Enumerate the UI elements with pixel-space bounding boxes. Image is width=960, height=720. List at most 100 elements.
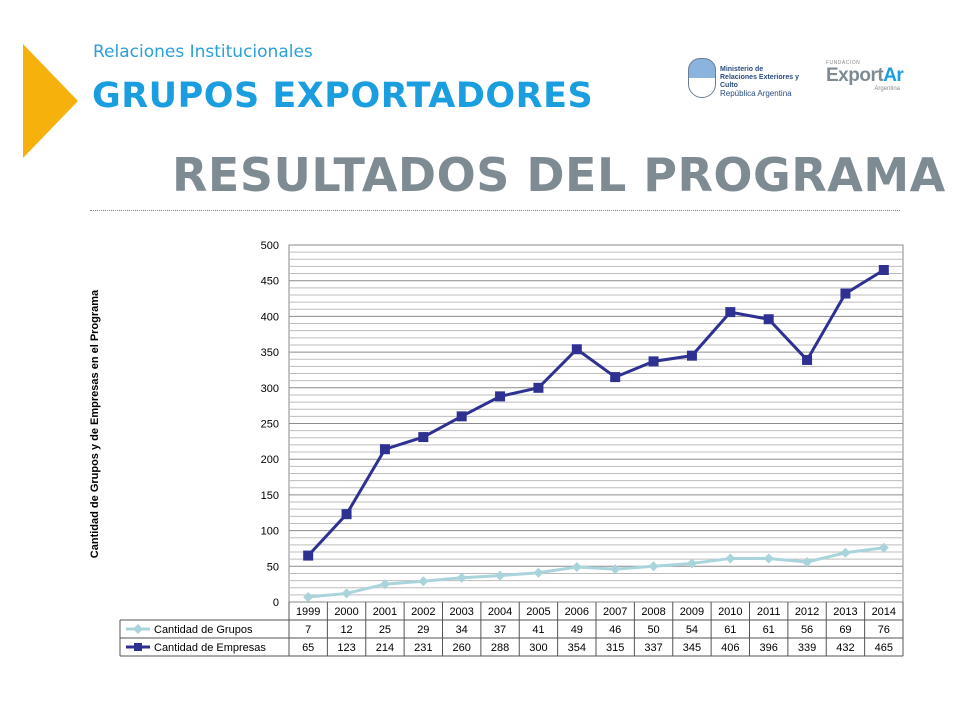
x-tick-label: 2008: [641, 606, 665, 618]
exportar-name-part2: Ar: [883, 65, 904, 86]
table-value: 76: [878, 624, 890, 636]
series-line: [307, 268, 885, 557]
section-subtitle: Relaciones Institucionales: [93, 42, 313, 62]
y-tick-label: 500: [261, 240, 279, 252]
slide-title: RESULTADOS DEL PROGRAMA: [172, 148, 946, 202]
data-point: [686, 558, 697, 569]
x-tick-label: 2011: [757, 606, 781, 618]
table-value: 123: [337, 642, 355, 654]
x-tick-label: 2005: [526, 606, 550, 618]
data-point: [341, 588, 352, 599]
table-value: 69: [839, 624, 851, 636]
x-tick-label: 2003: [449, 606, 473, 618]
coat-of-arms-icon: [688, 58, 716, 98]
data-point: [610, 564, 621, 575]
data-point: [648, 356, 659, 367]
data-point: [878, 542, 889, 553]
table-value: 49: [571, 624, 583, 636]
data-point: [456, 572, 467, 583]
title-divider: [90, 210, 900, 211]
table-value: 231: [414, 642, 432, 654]
ministry-line-2: Relaciones Exteriores y Culto: [720, 74, 799, 89]
data-point: [878, 264, 889, 275]
table-value: 345: [683, 642, 701, 654]
data-point: [802, 557, 813, 568]
x-tick-label: 2012: [795, 606, 819, 618]
table-value: 396: [760, 642, 778, 654]
exportar-country: Argentina: [874, 86, 900, 92]
legend-marker: [133, 624, 143, 634]
x-tick-label: 2002: [411, 606, 435, 618]
table-value: 339: [798, 642, 816, 654]
table-value: 41: [532, 624, 544, 636]
table-value: 61: [724, 624, 736, 636]
table-value: 7: [305, 624, 311, 636]
data-point: [571, 562, 582, 573]
y-tick-label: 400: [261, 311, 279, 323]
data-point: [725, 553, 736, 564]
table-value: 288: [491, 642, 509, 654]
series-line: [308, 546, 885, 599]
x-tick-label: 1999: [296, 606, 320, 618]
y-tick-label: 350: [261, 347, 279, 359]
data-point: [610, 372, 621, 383]
series-name: Cantidad de Grupos: [154, 624, 253, 636]
y-tick-label: 50: [267, 561, 279, 573]
exportar-small-label: FUNDACION: [826, 60, 861, 66]
series-name: Cantidad de Empresas: [154, 642, 266, 654]
data-point: [533, 382, 544, 393]
data-point: [495, 391, 506, 402]
exportar-logo: FUNDACION ExportAr Argentina: [826, 60, 906, 100]
x-tick-label: 2006: [565, 606, 589, 618]
x-tick-label: 2000: [334, 606, 358, 618]
section-heading: GRUPOS EXPORTADORES: [92, 76, 594, 116]
table-value: 61: [763, 624, 775, 636]
table-value: 37: [494, 624, 506, 636]
table-value: 65: [302, 642, 314, 654]
table-value: 54: [686, 624, 698, 636]
table-value: 465: [875, 642, 893, 654]
y-tick-label: 250: [261, 419, 279, 431]
table-value: 25: [379, 624, 391, 636]
y-tick-label: 300: [261, 383, 279, 395]
data-point: [418, 576, 429, 587]
y-tick-label: 100: [261, 526, 279, 538]
data-point: [303, 592, 314, 603]
table-value: 300: [529, 642, 547, 654]
data-point: [840, 288, 851, 299]
accent-triangle: [23, 44, 78, 158]
y-tick-label: 150: [261, 490, 279, 502]
table-value: 337: [644, 642, 662, 654]
x-tick-label: 2009: [680, 606, 704, 618]
exportar-name-part1: Export: [826, 65, 884, 86]
data-point: [840, 547, 851, 558]
data-point: [725, 307, 736, 318]
data-point: [495, 570, 506, 581]
data-point: [533, 567, 544, 578]
x-tick-label: 2004: [488, 606, 512, 618]
x-tick-label: 2013: [833, 606, 857, 618]
table-value: 34: [456, 624, 468, 636]
legend-marker: [134, 643, 142, 651]
data-point: [571, 344, 582, 355]
data-point: [303, 550, 314, 561]
table-value: 50: [647, 624, 659, 636]
x-tick-label: 2014: [872, 606, 896, 618]
ministry-logo: Ministerio de Relaciones Exteriores y Cu…: [688, 58, 808, 100]
table-value: 315: [606, 642, 624, 654]
table-value: 56: [801, 624, 813, 636]
data-point: [763, 553, 774, 564]
data-point: [802, 354, 813, 365]
table-value: 406: [721, 642, 739, 654]
y-tick-label: 450: [261, 276, 279, 288]
data-point: [341, 509, 352, 520]
data-point: [456, 411, 467, 422]
data-point: [686, 350, 697, 361]
table-value: 432: [836, 642, 854, 654]
table-value: 214: [376, 642, 394, 654]
table-value: 46: [609, 624, 621, 636]
y-tick-label: 0: [273, 597, 279, 609]
table-value: 354: [568, 642, 586, 654]
data-point: [379, 579, 390, 590]
